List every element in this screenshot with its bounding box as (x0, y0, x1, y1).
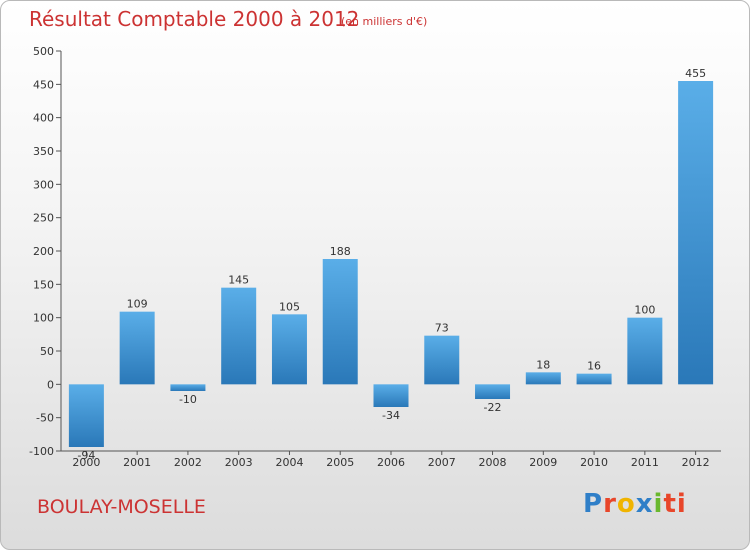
x-tick-label: 2007 (428, 456, 456, 469)
x-tick-label: 2005 (326, 456, 354, 469)
y-tick-label: -50 (36, 412, 54, 425)
y-tick-label: 300 (33, 178, 54, 191)
logo-letter: r (603, 489, 617, 519)
y-tick-label: 200 (33, 245, 54, 258)
bar (627, 317, 663, 385)
bar (221, 287, 257, 385)
y-tick-label: 0 (47, 378, 54, 391)
data-label: -22 (484, 401, 502, 414)
chart-bars (68, 81, 714, 447)
logo-letter: i (653, 489, 664, 519)
bar (170, 384, 206, 391)
chart-title: Résultat Comptable 2000 à 2012 (29, 7, 360, 31)
y-tick-label: 500 (33, 45, 54, 58)
y-tick-label: 250 (33, 212, 54, 225)
logo-letter: o (616, 489, 636, 519)
bar (68, 384, 104, 447)
data-label: 455 (685, 67, 706, 80)
data-label: 73 (435, 322, 449, 335)
x-tick-label: 2012 (682, 456, 710, 469)
bar (678, 81, 714, 385)
data-label: 105 (279, 300, 300, 313)
data-label: -94 (77, 449, 95, 462)
logo-letter: P (583, 489, 604, 519)
data-label: 100 (634, 304, 655, 317)
x-tick-label: 2009 (529, 456, 557, 469)
x-tick-label: 2010 (580, 456, 608, 469)
y-tick-label: 400 (33, 112, 54, 125)
city-name: BOULAY-MOSELLE (37, 496, 206, 518)
x-tick-label: 2001 (123, 456, 151, 469)
data-label: 109 (127, 298, 148, 311)
data-label: -10 (179, 393, 197, 406)
chart-axes: -100 -50 0 50 100 150 200 250 300 350 400 450 500 200… (29, 45, 721, 469)
logo-letter: x (635, 489, 654, 519)
data-label: 16 (587, 360, 601, 373)
bar (424, 335, 460, 385)
y-tick-label: -100 (29, 445, 54, 458)
y-tick-label: 350 (33, 145, 54, 158)
x-tick-label: 2008 (479, 456, 507, 469)
data-label: 18 (536, 358, 550, 371)
y-tick-label: 50 (40, 345, 54, 358)
y-tick-label: 100 (33, 312, 54, 325)
chart-data-labels: -94 109 -10 145 105 188 -34 73 -22 18 16 100 455 (77, 67, 706, 462)
y-tick-label: 150 (33, 278, 54, 291)
data-label: -34 (382, 409, 400, 422)
y-tick-label: 450 (33, 78, 54, 91)
bar (525, 372, 561, 385)
x-tick-label: 2011 (631, 456, 659, 469)
bar (373, 384, 409, 407)
logo-letter: ti (663, 489, 687, 519)
x-tick-label: 2002 (174, 456, 202, 469)
bar (119, 311, 155, 385)
data-label: 188 (330, 245, 351, 258)
x-tick-label: 2000 (72, 456, 100, 469)
data-label: 145 (228, 274, 249, 287)
x-tick-label: 2003 (225, 456, 253, 469)
x-tick-label: 2004 (275, 456, 303, 469)
bar (322, 259, 358, 385)
bar (475, 384, 511, 399)
x-tick-label: 2006 (377, 456, 405, 469)
chart-subtitle: (en milliers d'€) (341, 15, 428, 28)
bar (271, 314, 307, 385)
proxiti-logo: Proxiti (583, 489, 687, 519)
bar (576, 373, 612, 385)
